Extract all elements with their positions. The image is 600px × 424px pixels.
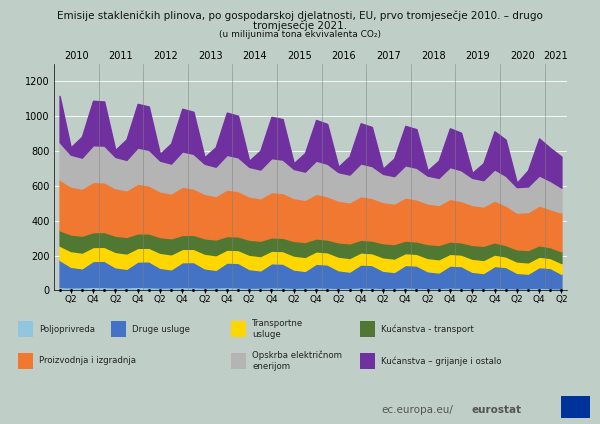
Text: tromjesečje 2021.: tromjesečje 2021. [253, 20, 347, 31]
Text: (u milijunima tona ekvivalenta CO₂): (u milijunima tona ekvivalenta CO₂) [219, 30, 381, 39]
Text: Opskrba električnom
enerijom: Opskrba električnom enerijom [252, 351, 342, 371]
Text: Emisije stakleničkih plinova, po gospodarskoj djelatnosti, EU, prvo tromjesečje : Emisije stakleničkih plinova, po gospoda… [57, 11, 543, 21]
Text: eurostat: eurostat [471, 404, 521, 415]
Text: Kućanstva – grijanje i ostalo: Kućanstva – grijanje i ostalo [381, 356, 502, 365]
Text: Poljoprivreda: Poljoprivreda [39, 324, 95, 334]
Text: ec.europa.eu/: ec.europa.eu/ [381, 404, 453, 415]
Text: Proizvodnja i izgradnja: Proizvodnja i izgradnja [39, 356, 136, 365]
Text: Transportne
usluge: Transportne usluge [252, 319, 303, 339]
Text: Kućanstva - transport: Kućanstva - transport [381, 324, 474, 334]
Text: Druge usluge: Druge usluge [132, 324, 190, 334]
